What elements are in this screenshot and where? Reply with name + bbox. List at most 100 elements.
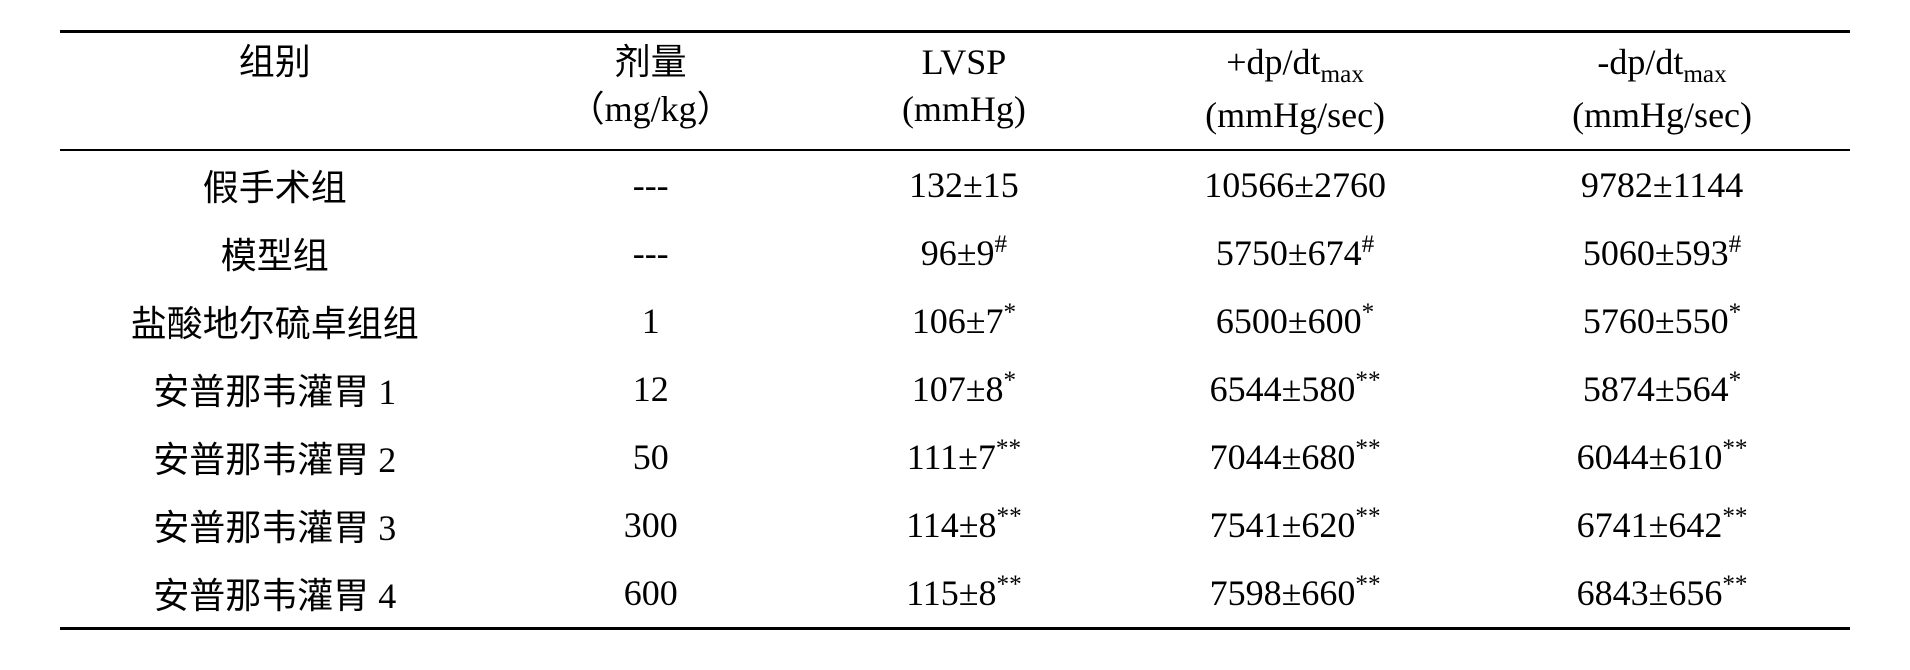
cell-lvsp-sup: ** xyxy=(996,435,1021,462)
cell-lvsp: 114±8** xyxy=(812,491,1116,559)
cell-dose: 600 xyxy=(490,559,812,629)
cell-dpdt-neg-value: 6044±610 xyxy=(1577,437,1723,477)
cell-dose: 1 xyxy=(490,287,812,355)
cell-dpdt-pos-value: 7044±680 xyxy=(1210,437,1356,477)
cell-dose-value: 12 xyxy=(633,369,669,409)
col-header-dose: 剂量 （mg/kg） xyxy=(490,32,812,150)
cell-group-value: 盐酸地尔硫卓组组 xyxy=(131,304,419,344)
cell-lvsp-value: 115±8 xyxy=(906,573,996,613)
cell-group: 安普那韦灌胃 4 xyxy=(60,559,490,629)
cell-dpdt-neg-value: 5060±593 xyxy=(1583,233,1729,273)
cell-dpdt-pos: 7044±680** xyxy=(1116,423,1474,491)
col-header-group: 组别 xyxy=(60,32,490,150)
cell-dpdt-pos-sup: ** xyxy=(1355,367,1380,394)
cell-dpdt-neg-sup: ** xyxy=(1722,571,1747,598)
col-header-dpdt-pos: +dp/dtmax (mmHg/sec) xyxy=(1116,32,1474,150)
cell-group: 安普那韦灌胃 3 xyxy=(60,491,490,559)
table-row: 假手术组 --- 132±15 10566±2760 9782±1144 xyxy=(60,150,1850,219)
cell-dpdt-pos-value: 10566±2760 xyxy=(1204,165,1386,205)
cell-dpdt-pos-sup: # xyxy=(1362,231,1375,258)
cell-lvsp: 96±9# xyxy=(812,219,1116,287)
cell-dpdt-pos-value: 6544±580 xyxy=(1210,369,1356,409)
cell-dpdt-pos: 5750±674# xyxy=(1116,219,1474,287)
cell-dpdt-pos-sup: ** xyxy=(1355,503,1380,530)
table-row: 模型组---96±9#5750±674#5060±593# xyxy=(60,219,1850,287)
cell-group: 安普那韦灌胃 2 xyxy=(60,423,490,491)
data-table: 组别 剂量 （mg/kg） LVSP (mmHg) +dp/dtmax (mmH… xyxy=(60,30,1850,630)
cell-dpdt-neg: 6044±610** xyxy=(1474,423,1850,491)
cell-dose: --- xyxy=(490,150,812,219)
cell-dpdt-neg: 9782±1144 xyxy=(1474,150,1850,219)
cell-dose: 300 xyxy=(490,491,812,559)
cell-group-value: 安普那韦灌胃 4 xyxy=(153,576,396,616)
cell-lvsp-value: 107±8 xyxy=(912,369,1004,409)
col-header-dose-l1: 剂量 xyxy=(615,42,687,82)
cell-dpdt-neg-sup: ** xyxy=(1722,435,1747,462)
cell-dpdt-neg-value: 5874±564 xyxy=(1583,369,1729,409)
cell-dose-value: 300 xyxy=(624,505,678,545)
cell-lvsp-value: 106±7 xyxy=(912,301,1004,341)
cell-dpdt-pos-value: 5750±674 xyxy=(1216,233,1362,273)
cell-dpdt-pos-sup: ** xyxy=(1355,571,1380,598)
cell-dpdt-pos: 10566±2760 xyxy=(1116,150,1474,219)
col-header-dpdt-neg-pre: -dp/dt xyxy=(1597,42,1683,82)
cell-dose: 12 xyxy=(490,355,812,423)
cell-lvsp: 132±15 xyxy=(812,150,1116,219)
table-row: 安普那韦灌胃 112107±8*6544±580**5874±564* xyxy=(60,355,1850,423)
cell-dpdt-neg: 6843±656** xyxy=(1474,559,1850,629)
cell-group-value: 安普那韦灌胃 3 xyxy=(153,508,396,548)
cell-lvsp-sup: # xyxy=(995,231,1008,258)
cell-dpdt-pos-sup: * xyxy=(1362,299,1375,326)
cell-group: 安普那韦灌胃 1 xyxy=(60,355,490,423)
cell-group: 假手术组 xyxy=(60,150,490,219)
cell-lvsp: 107±8* xyxy=(812,355,1116,423)
col-header-dpdt-pos-sub: max xyxy=(1321,61,1364,88)
cell-dose-value: --- xyxy=(633,165,669,205)
cell-group-value: 安普那韦灌胃 1 xyxy=(153,372,396,412)
table-body: 假手术组 --- 132±15 10566±2760 9782±1144 模型组 --- 96… xyxy=(60,150,1850,629)
cell-lvsp-value: 96±9 xyxy=(921,233,995,273)
col-header-lvsp-l1: LVSP xyxy=(922,42,1007,82)
cell-dose-value: --- xyxy=(633,233,669,273)
cell-dpdt-neg: 6741±642** xyxy=(1474,491,1850,559)
cell-lvsp-sup: ** xyxy=(997,503,1022,530)
table-row: 盐酸地尔硫卓组组1106±7*6500±600*5760±550* xyxy=(60,287,1850,355)
cell-lvsp: 106±7* xyxy=(812,287,1116,355)
cell-dpdt-pos-value: 7541±620 xyxy=(1210,505,1356,545)
cell-dpdt-neg-value: 9782±1144 xyxy=(1581,165,1743,205)
cell-dpdt-pos: 6544±580** xyxy=(1116,355,1474,423)
cell-dose: 50 xyxy=(490,423,812,491)
cell-group-value: 假手术组 xyxy=(203,168,347,208)
cell-lvsp: 115±8** xyxy=(812,559,1116,629)
cell-group: 盐酸地尔硫卓组组 xyxy=(60,287,490,355)
cell-dpdt-neg: 5060±593# xyxy=(1474,219,1850,287)
cell-dpdt-neg-value: 6741±642 xyxy=(1577,505,1723,545)
table-row: 安普那韦灌胃 250111±7**7044±680**6044±610** xyxy=(60,423,1850,491)
cell-dpdt-pos-sup: ** xyxy=(1355,435,1380,462)
cell-group: 模型组 xyxy=(60,219,490,287)
cell-dpdt-pos-value: 7598±660 xyxy=(1210,573,1356,613)
cell-dpdt-pos-value: 6500±600 xyxy=(1216,301,1362,341)
col-header-lvsp-l2: (mmHg) xyxy=(902,89,1026,129)
col-header-dpdt-neg: -dp/dtmax (mmHg/sec) xyxy=(1474,32,1850,150)
col-header-lvsp: LVSP (mmHg) xyxy=(812,32,1116,150)
cell-dpdt-neg: 5760±550* xyxy=(1474,287,1850,355)
table-row: 安普那韦灌胃 4600115±8**7598±660**6843±656** xyxy=(60,559,1850,629)
cell-dpdt-neg-value: 5760±550 xyxy=(1583,301,1729,341)
cell-lvsp-sup: ** xyxy=(997,571,1022,598)
cell-dpdt-neg-value: 6843±656 xyxy=(1577,573,1723,613)
cell-group-value: 模型组 xyxy=(221,236,329,276)
col-header-dpdt-neg-sub: max xyxy=(1683,61,1726,88)
cell-lvsp-value: 111±7 xyxy=(907,437,996,477)
table-container: 组别 剂量 （mg/kg） LVSP (mmHg) +dp/dtmax (mmH… xyxy=(0,0,1910,670)
cell-dose-value: 1 xyxy=(642,301,660,341)
col-header-dpdt-pos-pre: +dp/dt xyxy=(1226,42,1320,82)
cell-dpdt-neg-sup: * xyxy=(1729,367,1742,394)
col-header-group-l1: 组别 xyxy=(239,42,311,82)
cell-dpdt-pos: 6500±600* xyxy=(1116,287,1474,355)
cell-lvsp-value: 132±15 xyxy=(909,165,1019,205)
col-header-dpdt-pos-l2: (mmHg/sec) xyxy=(1205,95,1385,135)
cell-dpdt-neg-sup: ** xyxy=(1722,503,1747,530)
cell-dose-value: 50 xyxy=(633,437,669,477)
cell-dpdt-neg: 5874±564* xyxy=(1474,355,1850,423)
